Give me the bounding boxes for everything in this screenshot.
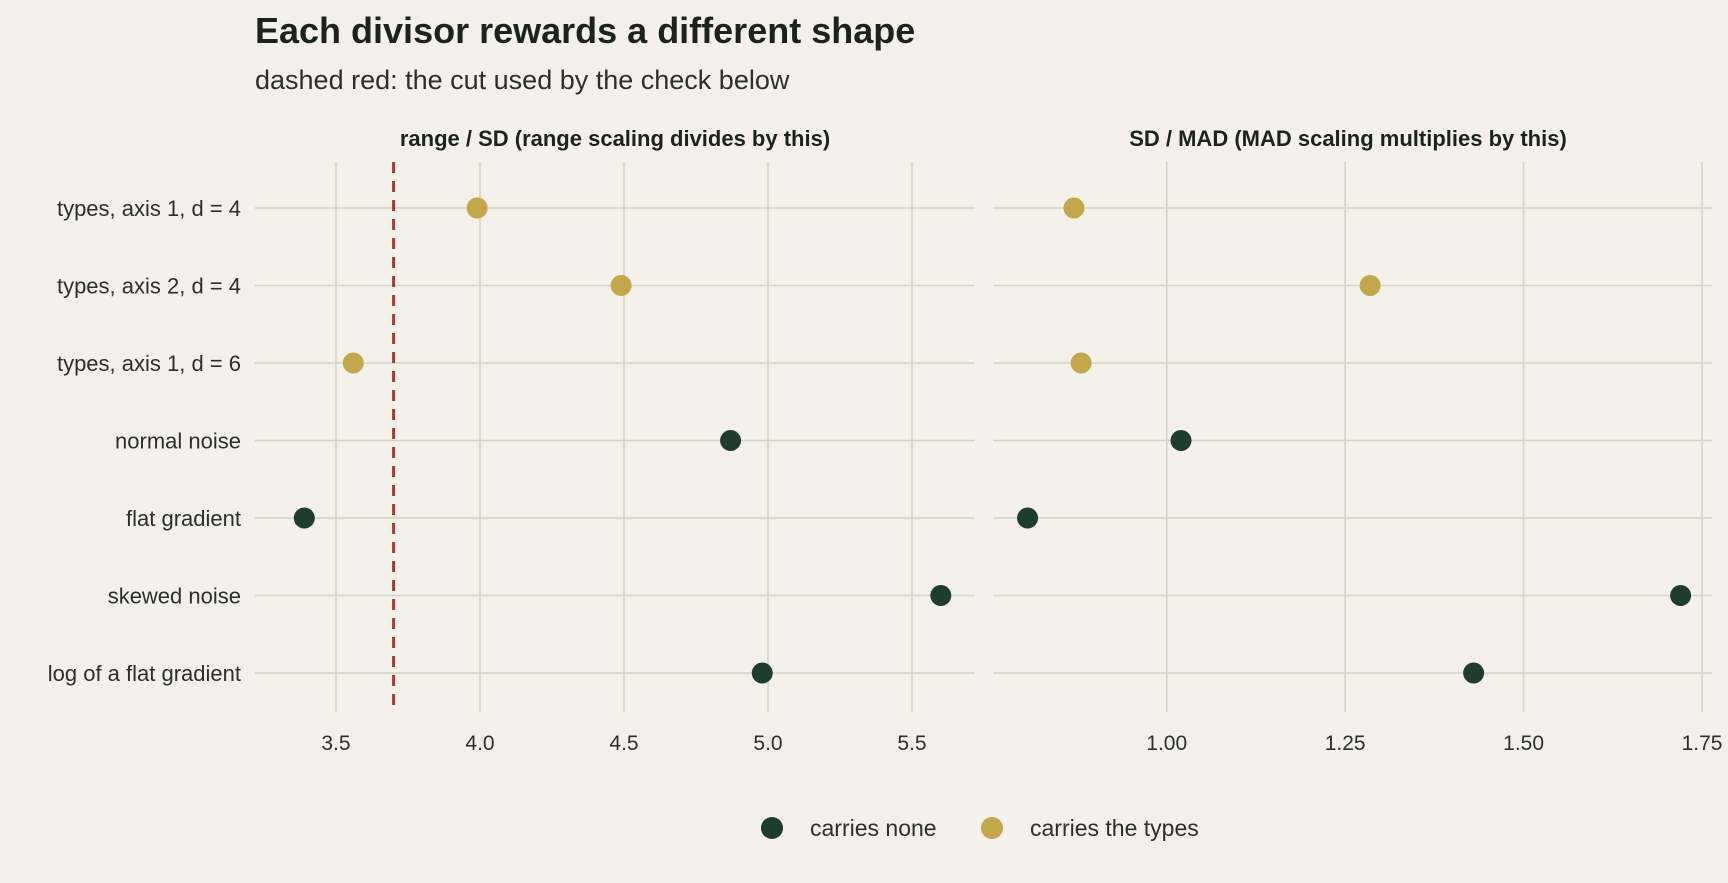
x-tick-label: 4.5 — [609, 732, 638, 755]
legend-entry: carries the types — [981, 815, 1199, 841]
data-point — [720, 430, 742, 451]
legend-marker — [761, 817, 783, 839]
data-point — [1170, 430, 1192, 451]
x-tick-label: 5.0 — [753, 732, 782, 755]
data-point — [1463, 662, 1485, 684]
x-tick-label: 1.00 — [1146, 732, 1187, 755]
data-point — [342, 352, 364, 374]
y-tick-label: log of a flat gradient — [48, 661, 241, 686]
y-tick-label: types, axis 1, d = 6 — [57, 351, 241, 376]
x-tick-label: 1.75 — [1682, 732, 1723, 755]
plot-area: types, axis 1, d = 4 types, axis 2, d = 4… — [48, 126, 1723, 755]
data-point — [1063, 197, 1085, 219]
data-point — [751, 662, 773, 684]
x-tick-label: 1.25 — [1325, 732, 1366, 755]
legend-label: carries the types — [1030, 815, 1199, 841]
chart-title: Each divisor rewards a different shape — [255, 10, 915, 51]
data-point — [610, 275, 632, 296]
chart-subtitle: dashed red: the cut used by the check be… — [255, 65, 790, 95]
legend: carries none carries the types — [761, 815, 1199, 841]
panel-2: SD / MAD (MAD scaling multiplies by this… — [993, 126, 1722, 755]
panel-title: range / SD (range scaling divides by thi… — [400, 126, 830, 151]
legend-entry: carries none — [761, 815, 937, 841]
data-point — [466, 197, 488, 219]
y-tick-label: normal noise — [115, 429, 241, 454]
data-point — [930, 585, 952, 606]
data-point — [1670, 585, 1692, 606]
data-point — [293, 507, 315, 529]
y-tick-label: flat gradient — [126, 506, 241, 531]
x-tick-label: 1.50 — [1503, 732, 1544, 755]
x-tick-label: 3.5 — [321, 732, 350, 755]
panel-title: SD / MAD (MAD scaling multiplies by this… — [1129, 126, 1567, 151]
legend-marker — [981, 817, 1003, 839]
x-tick-label: 4.0 — [465, 732, 494, 755]
x-tick-label: 5.5 — [897, 732, 926, 755]
y-tick-label: types, axis 1, d = 4 — [57, 196, 241, 221]
panel-1: range / SD (range scaling divides by thi… — [255, 126, 975, 755]
legend-label: carries none — [810, 815, 937, 841]
data-point — [1359, 275, 1381, 296]
data-point — [1017, 507, 1039, 529]
y-tick-label: types, axis 2, d = 4 — [57, 274, 241, 299]
data-point — [1070, 352, 1092, 374]
y-tick-label: skewed noise — [108, 584, 241, 609]
